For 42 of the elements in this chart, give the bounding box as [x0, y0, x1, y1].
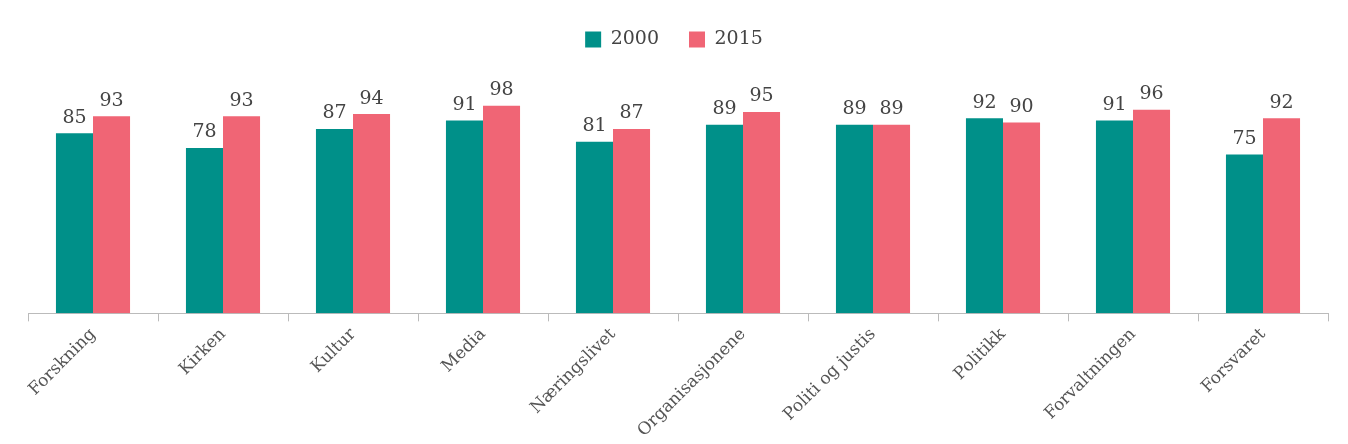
bar: [1095, 120, 1133, 314]
data-label: 75: [1232, 125, 1257, 148]
bar: [1003, 122, 1041, 314]
data-label: 89: [712, 96, 737, 119]
data-label: 98: [489, 77, 514, 100]
bar: [1263, 118, 1301, 314]
bar: [483, 105, 521, 314]
bar: [1133, 109, 1171, 314]
data-label: 89: [842, 96, 867, 119]
bar: [965, 118, 1003, 314]
data-label: 93: [229, 87, 254, 110]
bar: [93, 116, 131, 314]
data-label: 78: [192, 119, 217, 142]
bar: [705, 124, 743, 314]
data-label: 94: [359, 85, 384, 108]
data-label: 91: [1102, 91, 1127, 114]
bar: [223, 116, 261, 314]
bar: [185, 148, 223, 314]
data-label: 85: [62, 104, 87, 127]
data-label: 92: [972, 89, 997, 112]
bar: [55, 133, 93, 314]
bar: [445, 120, 483, 314]
data-label: 95: [749, 83, 774, 106]
data-label: 91: [452, 91, 477, 114]
legend-label: 2000: [610, 26, 660, 49]
data-label: 90: [1009, 94, 1034, 117]
data-label: 96: [1139, 81, 1164, 104]
data-label: 93: [99, 87, 124, 110]
data-label: 87: [322, 100, 347, 123]
bar: [873, 124, 911, 314]
bar: [575, 141, 613, 314]
legend-label: 2015: [714, 26, 763, 49]
data-label: 87: [619, 100, 644, 123]
bar: [743, 111, 781, 314]
data-label: 89: [879, 96, 904, 119]
bar: [315, 128, 353, 314]
bar: [835, 124, 873, 314]
bar: [353, 114, 391, 314]
bar: [1225, 154, 1263, 314]
data-label: 92: [1269, 89, 1294, 112]
bar: [613, 128, 651, 314]
data-label: 81: [582, 113, 607, 136]
